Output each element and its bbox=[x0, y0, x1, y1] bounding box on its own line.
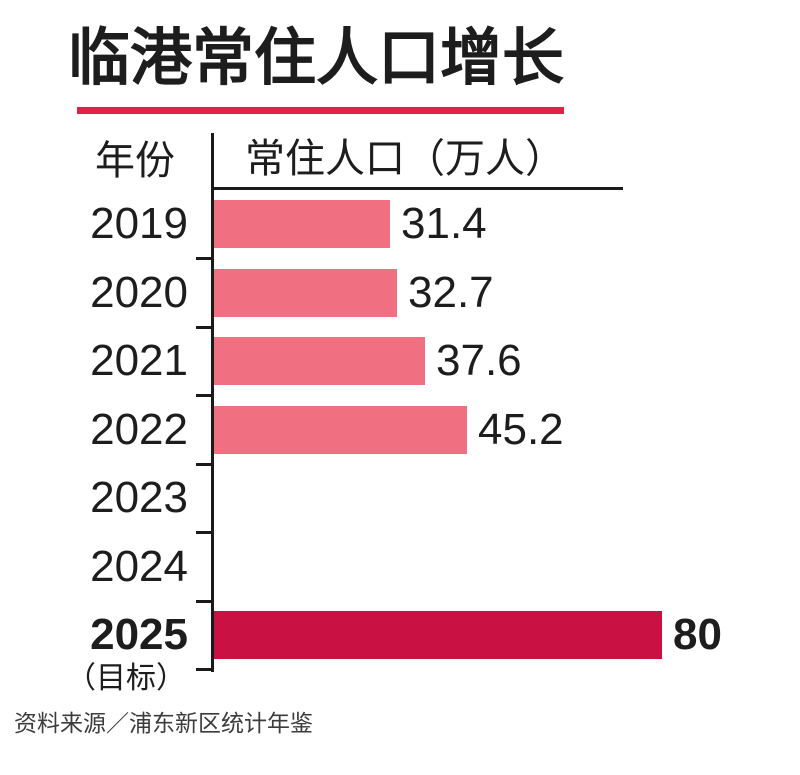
bar-2019 bbox=[214, 200, 390, 249]
bar-cell: 37.6 bbox=[214, 327, 800, 396]
year-label: 2025 bbox=[90, 610, 188, 660]
bar-chart: 2019 31.4 2020 32.7 2021 37.6 2022 45.2 bbox=[0, 190, 800, 694]
header-separator-line bbox=[211, 187, 623, 190]
year-cell: 2022 bbox=[0, 396, 188, 465]
table-row-2023: 2023 bbox=[0, 464, 800, 534]
year-label: 2023 bbox=[90, 473, 188, 523]
bar-cell: 31.4 bbox=[214, 190, 800, 259]
target-note: （目标） bbox=[66, 662, 186, 695]
year-cell: 2025 （目标） bbox=[0, 601, 188, 694]
bar-cell: 45.2 bbox=[214, 396, 800, 465]
table-row-2022: 2022 45.2 bbox=[0, 396, 800, 465]
table-row-2025-target: 2025 （目标） 80 bbox=[0, 601, 800, 694]
value-label: 32.7 bbox=[408, 267, 494, 317]
year-label: 2021 bbox=[90, 336, 188, 386]
value-label: 31.4 bbox=[401, 199, 487, 249]
year-column-header: 年份 bbox=[95, 139, 175, 183]
year-label: 2019 bbox=[90, 199, 188, 249]
year-label: 2020 bbox=[90, 267, 188, 317]
category-axis-line bbox=[211, 133, 214, 672]
year-cell: 2023 bbox=[0, 464, 188, 533]
bar-2025-target bbox=[214, 611, 662, 660]
table-row-2021: 2021 37.6 bbox=[0, 327, 800, 397]
value-label: 80 bbox=[673, 610, 722, 660]
bar-cell: 32.7 bbox=[214, 259, 800, 328]
table-row-2020: 2020 32.7 bbox=[0, 259, 800, 328]
bar-2022 bbox=[214, 405, 467, 454]
value-label: 45.2 bbox=[478, 404, 564, 454]
value-label: 37.6 bbox=[436, 336, 522, 386]
bar-cell bbox=[214, 464, 800, 533]
year-label: 2024 bbox=[90, 541, 188, 591]
data-source-note: 资料来源／浦东新区统计年鉴 bbox=[14, 710, 313, 736]
year-cell: 2024 bbox=[0, 533, 188, 602]
bar-2020 bbox=[214, 268, 397, 317]
title-accent-underline bbox=[77, 107, 564, 114]
table-row-2019: 2019 31.4 bbox=[0, 190, 800, 260]
year-label: 2022 bbox=[90, 404, 188, 454]
bar-cell: 80 bbox=[214, 601, 800, 670]
value-column-header: 常住人口（万人） bbox=[245, 137, 565, 181]
year-cell: 2020 bbox=[0, 259, 188, 328]
table-row-2024: 2024 bbox=[0, 533, 800, 602]
page-title: 临港常住人口增长 bbox=[68, 24, 565, 93]
bar-cell bbox=[214, 533, 800, 602]
year-cell: 2019 bbox=[0, 190, 188, 259]
year-cell: 2021 bbox=[0, 327, 188, 396]
bar-2021 bbox=[214, 337, 425, 386]
